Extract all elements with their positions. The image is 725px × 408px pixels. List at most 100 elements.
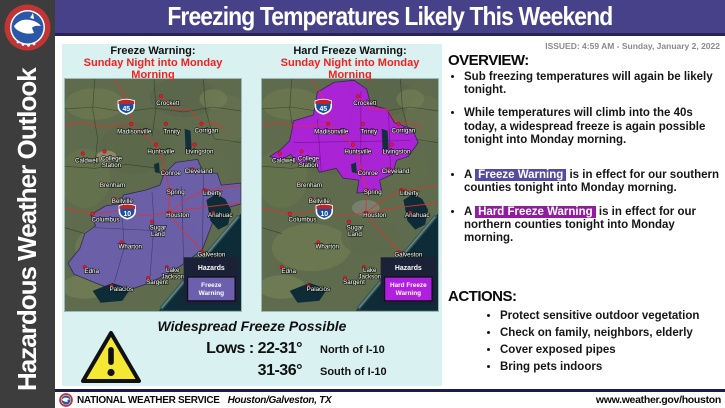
city-dot	[166, 210, 171, 215]
overview-bullet: While temperatures will climb into the 4…	[464, 107, 720, 147]
city-dot	[161, 169, 166, 174]
city-label: Edna	[84, 268, 99, 275]
city-dot	[200, 250, 205, 255]
city-label: Edna	[281, 268, 296, 275]
city-label: College Station	[298, 155, 320, 168]
city-label: Bellville	[309, 198, 331, 205]
city-label: Caldwell	[272, 157, 296, 164]
city-label: Trinity	[360, 129, 378, 136]
freeze-warning-map-header: Freeze Warning: Sunday Night into Monday…	[64, 45, 242, 81]
action-bullet: Bring pets indoors	[500, 360, 720, 375]
warning-highlight: Freeze Warning	[475, 169, 567, 182]
city-label: Liberty	[400, 190, 420, 197]
city-dot	[102, 149, 107, 154]
action-bullet: Cover exposed pipes	[500, 343, 720, 358]
svg-text:45: 45	[319, 106, 327, 113]
city-dot	[364, 188, 369, 193]
city-dot	[309, 196, 314, 201]
city-label: Spring	[364, 189, 383, 196]
city-label: Corrigan	[194, 128, 218, 135]
interstate-10-shield-icon: 10	[118, 203, 136, 220]
city-dot	[167, 188, 172, 193]
overview-bullet: A Hard Freeze Warning is in effect for o…	[464, 205, 720, 246]
svg-text:10: 10	[123, 211, 131, 218]
overview-bullet: A Freeze Warning is in effect for our so…	[464, 169, 720, 195]
city-label: Palacios	[307, 286, 331, 293]
city-dot	[192, 142, 197, 147]
actions-section: ACTIONS: Protect sensitive outdoor veget…	[448, 288, 720, 377]
svg-text:Hazards: Hazards	[395, 265, 422, 272]
city-dot	[279, 265, 284, 270]
city-label: Cleveland	[382, 168, 410, 175]
city-label: Columbus	[289, 217, 317, 224]
city-label: Anahuac	[405, 212, 430, 219]
city-label: Huntsville	[344, 148, 371, 155]
issued-timestamp: ISSUED: 4:59 AM - Sunday, January 2, 202…	[545, 41, 720, 51]
city-label: Sargent	[146, 279, 168, 286]
city-dot	[80, 151, 85, 156]
city-dot	[350, 142, 355, 147]
city-dot	[163, 121, 168, 126]
city-label: Brenham	[100, 182, 125, 189]
svg-text:Freeze: Freeze	[201, 282, 222, 289]
city-label: Trinity	[163, 129, 181, 136]
city-dot	[119, 240, 124, 245]
city-dot	[399, 188, 404, 193]
city-dot	[153, 142, 158, 147]
city-dot	[90, 211, 95, 216]
city-dot	[129, 121, 134, 126]
map-header-title: Freeze Warning:	[110, 45, 196, 57]
city-dot	[355, 94, 360, 99]
city-dot	[202, 188, 207, 193]
footer-agency: NATIONAL WEATHER SERVICE	[77, 394, 220, 406]
city-label: Sugar Land	[347, 225, 364, 238]
city-dot	[387, 167, 392, 172]
city-label: Conroe	[161, 170, 182, 177]
freeze-warning-map-image: 45 10 Crockett Corrigan Madisonville Trinity H…	[64, 78, 242, 312]
city-dot	[389, 142, 394, 147]
city-dot	[360, 121, 365, 126]
city-label: Wharton	[316, 243, 340, 250]
sidebar-title: Hazardous Weather Outlook	[12, 68, 42, 392]
city-dot	[347, 219, 351, 224]
city-label: Palacios	[110, 286, 134, 293]
city-label: Sargent	[343, 279, 365, 286]
city-dot	[361, 265, 366, 270]
city-label: Livingston	[185, 148, 214, 155]
svg-text:10: 10	[320, 211, 328, 218]
city-label: Galveston	[197, 251, 226, 258]
banner: Freezing Temperatures Likely This Weeken…	[55, 0, 725, 36]
city-dot	[211, 210, 216, 215]
overview-heading: OVERVIEW:	[448, 52, 529, 69]
city-label: Houston	[166, 212, 190, 219]
city-label: Crockett	[156, 100, 179, 107]
footer-office: Houston/Galveston, TX	[227, 394, 332, 406]
city-dot	[326, 121, 331, 126]
svg-text:Warning: Warning	[396, 290, 421, 297]
city-dot	[396, 121, 401, 126]
actions-heading: ACTIONS:	[448, 288, 517, 305]
city-label: Liberty	[203, 190, 223, 197]
city-dot	[164, 265, 169, 270]
city-dot	[408, 210, 413, 215]
svg-text:Hard Freeze: Hard Freeze	[390, 282, 427, 289]
footer: NATIONAL WEATHER SERVICE Houston/Galvest…	[55, 389, 725, 408]
city-label: Sugar Land	[150, 225, 167, 238]
city-label: Anahuac	[208, 212, 233, 219]
city-label: Corrigan	[391, 128, 415, 135]
action-bullet: Protect sensitive outdoor vegetation	[500, 309, 720, 324]
city-label: Brenham	[297, 182, 322, 189]
city-dot	[199, 121, 204, 126]
banner-title: Freezing Temperatures Likely This Weeken…	[167, 1, 613, 31]
hard-freeze-warning-map-header: Hard Freeze Warning: Sunday Night into M…	[261, 45, 439, 81]
freeze-warning-map: Freeze Warning: Sunday Night into Monday…	[64, 45, 242, 312]
city-dot	[358, 169, 363, 174]
interstate-45-shield-icon: 45	[117, 98, 136, 115]
city-dot	[112, 196, 117, 201]
sidebar: Hazardous Weather Outlook	[0, 0, 55, 408]
city-label: Caldwell	[75, 157, 99, 164]
lows-value: 31-36°	[257, 362, 303, 379]
